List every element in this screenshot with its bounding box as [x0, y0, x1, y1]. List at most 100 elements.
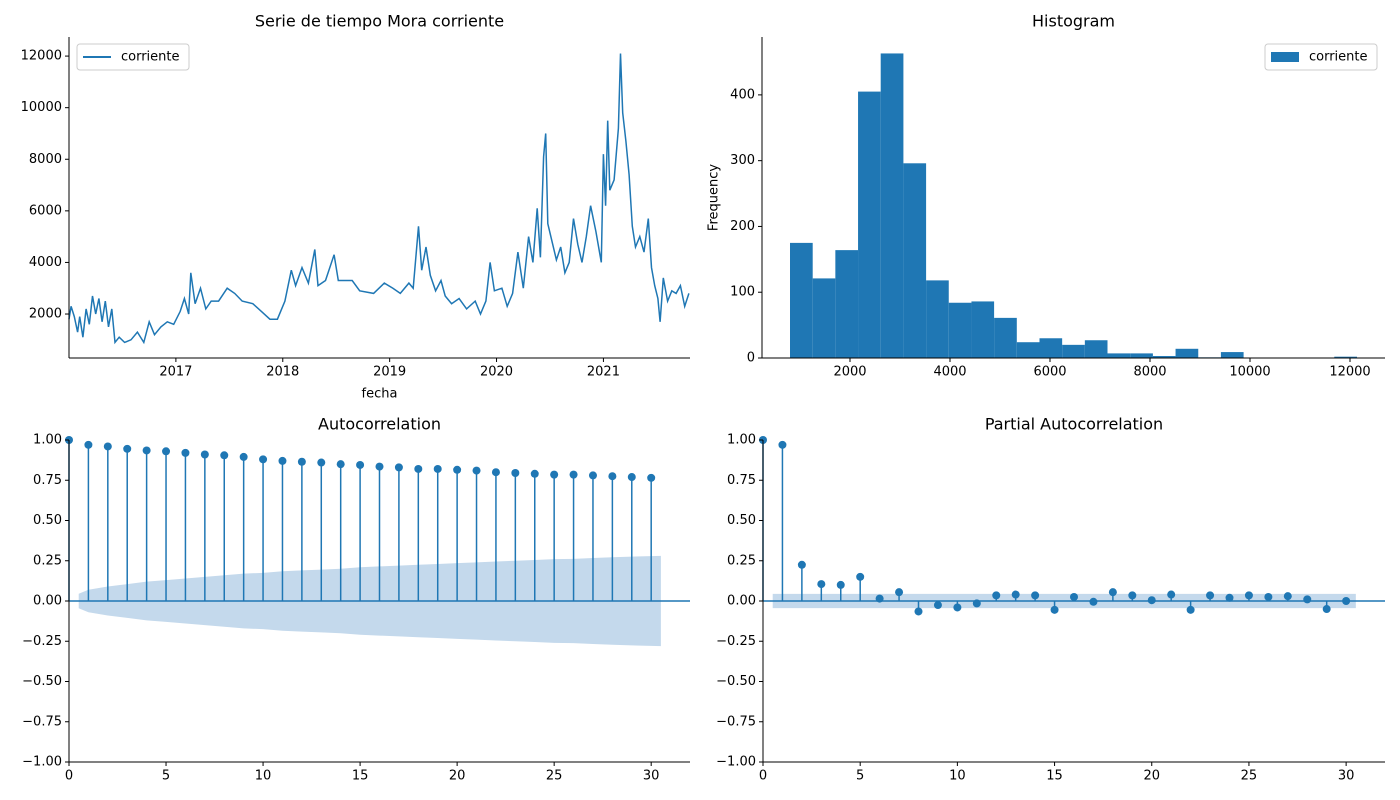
stem-marker — [836, 580, 845, 589]
subplot-title: Histogram — [1032, 12, 1115, 31]
y-tick-label: 400 — [730, 87, 755, 102]
legend-swatch — [1271, 52, 1299, 62]
stem-marker — [103, 442, 112, 451]
y-tick-label: 0.25 — [727, 553, 756, 568]
x-tick-label: 6000 — [1033, 365, 1066, 380]
stem-marker — [453, 465, 462, 474]
y-tick-label: −0.75 — [716, 714, 756, 729]
stem-marker — [1303, 595, 1312, 604]
stem-marker — [297, 457, 306, 466]
subplot: Histogram Frequency 0 100 200 300 400 2000 4000 6… — [707, 12, 1385, 380]
x-tick-label: 8000 — [1133, 365, 1166, 380]
stem-marker — [817, 580, 826, 589]
legend-box — [76, 43, 190, 71]
legend: corriente — [76, 43, 190, 71]
stem-marker — [472, 466, 481, 475]
y-tick-label: 4000 — [29, 255, 62, 270]
hist-bar — [971, 301, 995, 358]
hist-bar — [1152, 356, 1176, 358]
y-tick-label: 0.75 — [33, 473, 62, 488]
x-tick-label: 0 — [65, 769, 73, 784]
x-tick-label: 2020 — [480, 365, 513, 380]
x-tick-label: 10000 — [1229, 365, 1270, 380]
y-tick-label: 0.00 — [727, 594, 756, 609]
stem-marker — [220, 451, 229, 460]
stem-marker — [953, 603, 962, 612]
stem-marker — [375, 462, 384, 471]
x-tick-label: 20 — [1143, 769, 1160, 784]
y-tick-label: −1.00 — [22, 755, 62, 770]
x-tick-label: 15 — [1046, 769, 1063, 784]
stem-marker — [797, 560, 806, 569]
stem-marker — [1031, 591, 1040, 600]
subplot: Autocorrelation −1.00 −0.75 −0.50 −0.25 0.00 0… — [22, 415, 690, 784]
stem-marker — [1322, 605, 1331, 614]
subplot-title: Serie de tiempo Mora corriente — [255, 12, 504, 31]
stem-marker — [875, 594, 884, 603]
hist-bar — [926, 280, 949, 358]
y-tick-label: −0.75 — [22, 714, 62, 729]
stem-marker — [1147, 596, 1156, 605]
stem-marker — [933, 601, 942, 610]
stem-marker — [336, 460, 345, 469]
hist-bar — [1175, 348, 1199, 358]
y-tick-label: 300 — [730, 153, 755, 168]
stem-marker — [394, 463, 403, 472]
y-tick-label: 6000 — [29, 203, 62, 218]
stem-marker — [1050, 605, 1059, 614]
y-tick-label: −0.25 — [716, 634, 756, 649]
stem-marker — [972, 599, 981, 608]
y-tick-label: 0.25 — [33, 553, 62, 568]
stem-marker — [914, 607, 923, 616]
hist-bar — [994, 317, 1017, 358]
legend-label: corriente — [121, 50, 180, 65]
stem-marker — [647, 473, 656, 482]
stem-marker — [1167, 590, 1176, 599]
y-tick-label: 200 — [730, 219, 755, 234]
stem-marker — [278, 456, 287, 465]
x-tick-label: 10 — [255, 769, 272, 784]
x-tick-label: 2019 — [373, 365, 406, 380]
y-tick-label: 0.00 — [33, 594, 62, 609]
hist-bar — [1039, 338, 1063, 358]
stem-marker — [856, 572, 865, 581]
stem-marker — [162, 447, 171, 456]
stem-marker — [895, 588, 904, 597]
hist-bar — [1220, 352, 1244, 358]
x-tick-label: 5 — [856, 769, 864, 784]
y-tick-label: 10000 — [21, 100, 62, 115]
y-axis-label: Frequency — [707, 164, 722, 231]
hist-bar — [1016, 342, 1040, 358]
x-tick-label: 2021 — [587, 365, 620, 380]
stem-marker — [1342, 597, 1351, 605]
y-tick-label: 12000 — [21, 49, 62, 64]
y-tick-label: 0.50 — [727, 513, 756, 528]
x-tick-label: 2017 — [159, 365, 192, 380]
legend-label: corriente — [1309, 50, 1368, 65]
stem-marker — [433, 464, 442, 473]
hist-bar — [903, 163, 927, 358]
stem-marker — [992, 591, 1001, 600]
stem-marker — [1108, 588, 1117, 597]
y-tick-label: 0 — [747, 351, 755, 366]
hist-bar — [1130, 353, 1153, 358]
stem-marker — [1225, 593, 1234, 602]
stem-marker — [317, 458, 326, 467]
x-tick-label: 2000 — [833, 365, 866, 380]
y-tick-label: 0.50 — [33, 513, 62, 528]
hist-bar — [835, 250, 859, 358]
hist-bar — [790, 242, 813, 358]
stem-marker — [123, 444, 132, 453]
y-tick-label: 100 — [730, 285, 755, 300]
stem-marker — [491, 468, 500, 477]
stem-marker — [550, 470, 559, 479]
x-tick-label: 15 — [352, 769, 369, 784]
stem-marker — [142, 446, 151, 455]
x-tick-label: 20 — [449, 769, 466, 784]
stem-marker — [84, 440, 93, 449]
stem-marker — [181, 448, 190, 457]
hist-bar — [1084, 340, 1108, 358]
y-tick-label: 1.00 — [727, 433, 756, 448]
x-tick-label: 0 — [759, 769, 767, 784]
